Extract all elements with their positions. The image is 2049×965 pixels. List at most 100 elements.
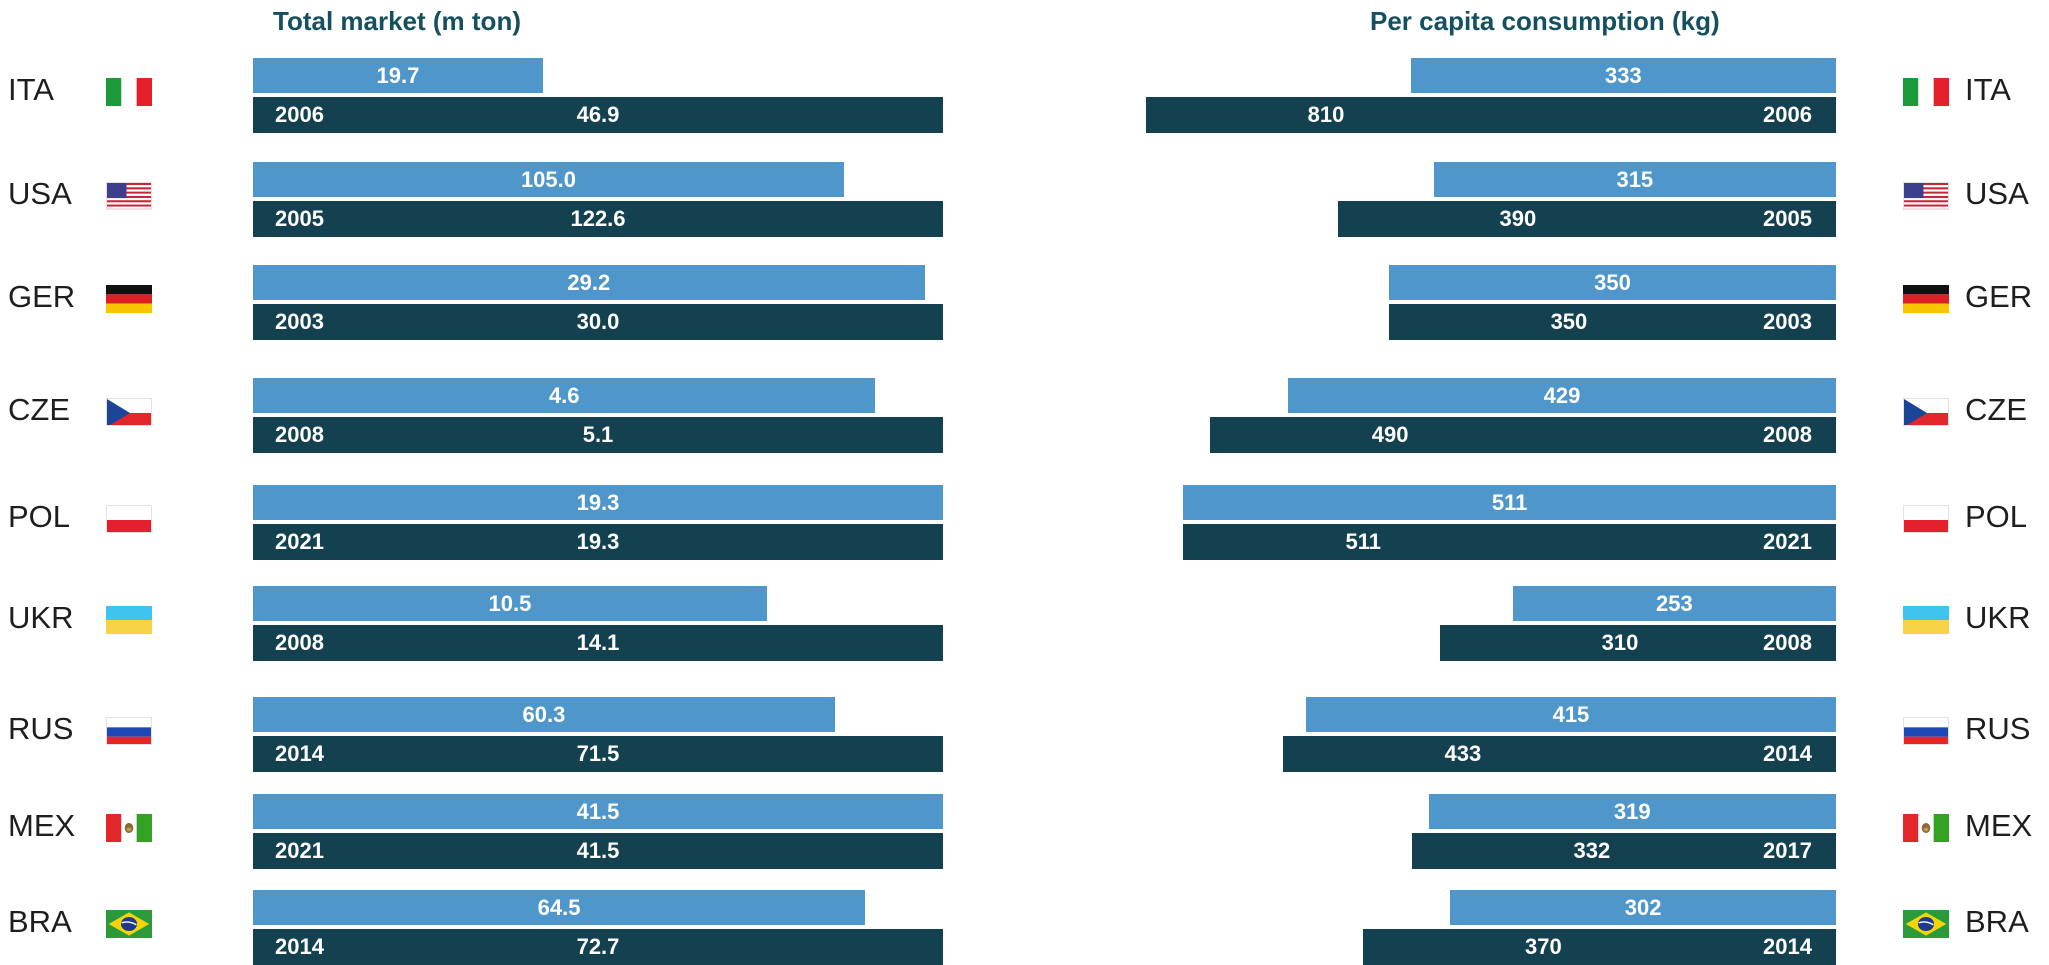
- germany-flag-icon: [106, 285, 152, 313]
- market-value-dark-usa: 122.6: [570, 206, 626, 231]
- usa-flag-icon: [106, 182, 152, 210]
- capita-year-bra: 2014: [1763, 934, 1812, 959]
- market-bar-light-pol: [253, 485, 943, 520]
- market-bar-dark-rus: [253, 736, 943, 772]
- country-label-left-pol: POL: [8, 499, 71, 534]
- total-market-title: Total market (m ton): [273, 6, 521, 36]
- czech-flag-icon: [106, 398, 152, 426]
- capita-year-ita: 2006: [1763, 102, 1812, 127]
- country-label-right-bra: BRA: [1965, 904, 2029, 939]
- market-bar-dark-pol: [253, 524, 943, 560]
- market-value-dark-rus: 71.5: [576, 741, 620, 766]
- capita-value-dark-rus: 433: [1444, 741, 1482, 766]
- market-value-dark-ger: 30.0: [576, 309, 620, 334]
- country-label-right-usa: USA: [1965, 176, 2029, 211]
- market-year-rus: 2014: [275, 741, 324, 766]
- market-bar-dark-ita: [253, 97, 943, 133]
- capita-value-light-bra: 302: [1624, 894, 1662, 920]
- market-value-light-rus: 60.3: [522, 701, 566, 727]
- market-bar-light-ukr: [253, 586, 767, 621]
- capita-value-dark-ita: 810: [1307, 102, 1345, 127]
- market-bar-light-ita: [253, 58, 543, 93]
- capita-year-cze: 2008: [1763, 422, 1812, 447]
- market-value-light-ger: 29.2: [567, 269, 611, 295]
- capita-value-dark-pol: 511: [1345, 529, 1382, 554]
- capita-bar-dark-ukr: [1440, 625, 1836, 661]
- country-label-left-mex: MEX: [8, 808, 76, 843]
- per-capita-title: Per capita consumption (kg): [1370, 6, 1720, 36]
- capita-bar-light-ukr: [1512, 586, 1836, 621]
- market-value-dark-bra: 72.7: [576, 934, 620, 959]
- market-value-light-ukr: 10.5: [488, 590, 532, 616]
- capita-year-usa: 2005: [1763, 206, 1812, 231]
- capita-bar-dark-mex: [1411, 833, 1836, 869]
- usa-flag-icon: [1903, 182, 1949, 210]
- capita-year-ger: 2003: [1763, 309, 1812, 334]
- ukraine-flag-icon: [1903, 606, 1949, 634]
- market-bar-dark-usa: [253, 201, 943, 237]
- capita-value-dark-ger: 350: [1550, 309, 1588, 334]
- country-label-left-ger: GER: [8, 279, 76, 314]
- mexico-flag-icon: [1903, 814, 1949, 842]
- country-label-right-ger: GER: [1965, 279, 2033, 314]
- market-value-light-ita: 19.7: [376, 62, 420, 88]
- market-value-dark-mex: 41.5: [576, 838, 620, 863]
- capita-bar-light-ita: [1410, 58, 1836, 93]
- market-bar-dark-ukr: [253, 625, 943, 661]
- capita-year-pol: 2021: [1763, 529, 1812, 554]
- poland-flag-icon: [1903, 505, 1949, 533]
- market-year-ger: 2003: [275, 309, 324, 334]
- czech-flag-icon: [1903, 398, 1949, 426]
- capita-bar-light-pol: [1183, 485, 1836, 520]
- capita-value-dark-cze: 490: [1371, 422, 1409, 447]
- capita-value-dark-ukr: 310: [1601, 630, 1639, 655]
- capita-bar-dark-rus: [1282, 736, 1836, 772]
- italy-flag-icon: [106, 78, 152, 106]
- capita-year-rus: 2014: [1763, 741, 1812, 766]
- market-value-dark-ukr: 14.1: [576, 630, 620, 655]
- capita-value-light-rus: 415: [1552, 701, 1590, 727]
- capita-bar-dark-bra: [1363, 929, 1836, 965]
- market-value-light-cze: 4.6: [548, 382, 580, 408]
- poland-flag-icon: [106, 505, 152, 533]
- market-value-dark-ita: 46.9: [576, 102, 620, 127]
- capita-value-light-ukr: 253: [1656, 590, 1693, 616]
- capita-value-dark-bra: 370: [1525, 934, 1562, 959]
- market-year-cze: 2008: [275, 422, 324, 447]
- market-bar-light-bra: [253, 890, 866, 925]
- country-label-left-usa: USA: [8, 176, 72, 211]
- market-value-dark-cze: 5.1: [582, 422, 614, 447]
- market-bar-dark-bra: [253, 929, 943, 965]
- market-bar-light-cze: [253, 378, 876, 413]
- country-label-left-bra: BRA: [8, 904, 72, 939]
- market-year-ita: 2006: [275, 102, 324, 127]
- capita-value-light-ita: 333: [1604, 62, 1642, 88]
- brazil-flag-icon: [106, 910, 152, 938]
- market-value-dark-pol: 19.3: [576, 529, 620, 554]
- market-year-bra: 2014: [275, 934, 324, 959]
- market-bar-light-ger: [253, 265, 925, 300]
- market-year-ukr: 2008: [275, 630, 324, 655]
- market-bar-light-mex: [253, 794, 943, 829]
- capita-value-dark-usa: 390: [1499, 206, 1537, 231]
- market-bar-dark-mex: [253, 833, 943, 869]
- capita-value-dark-mex: 332: [1573, 838, 1611, 863]
- capita-year-ukr: 2008: [1763, 630, 1812, 655]
- russia-flag-icon: [106, 717, 152, 745]
- capita-value-light-ger: 350: [1594, 269, 1631, 295]
- country-label-right-ita: ITA: [1965, 72, 2011, 107]
- capita-bar-light-usa: [1433, 162, 1836, 197]
- capita-bar-light-bra: [1450, 890, 1836, 925]
- capita-bar-dark-pol: [1183, 524, 1836, 560]
- market-year-mex: 2021: [275, 838, 324, 863]
- capita-bar-dark-usa: [1337, 201, 1836, 237]
- capita-bar-light-cze: [1288, 378, 1836, 413]
- capita-bar-light-ger: [1388, 265, 1836, 300]
- capita-bar-light-rus: [1305, 697, 1836, 732]
- ukraine-flag-icon: [106, 606, 152, 634]
- market-bar-light-rus: [253, 697, 835, 732]
- country-label-right-rus: RUS: [1965, 711, 2031, 746]
- capita-year-mex: 2017: [1763, 838, 1812, 863]
- russia-flag-icon: [1903, 717, 1949, 745]
- country-label-right-mex: MEX: [1965, 808, 2033, 843]
